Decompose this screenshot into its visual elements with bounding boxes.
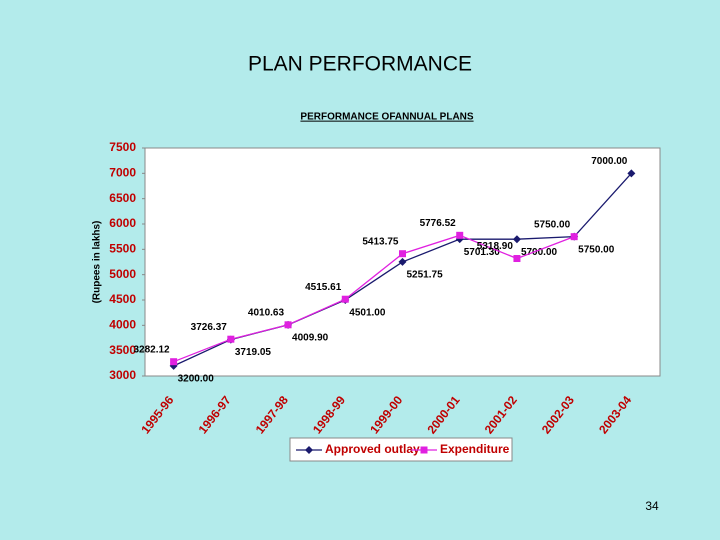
data-label: 4515.61 [305,282,342,293]
data-label: 5251.75 [407,270,444,281]
y-tick-label: 7500 [109,140,136,154]
legend [289,437,513,462]
y-tick-label: 3000 [109,368,136,382]
marker [570,233,578,241]
y-tick-label: 6500 [109,191,136,205]
series-line [173,234,575,363]
legend-label: Expenditure [440,442,510,456]
marker [305,446,313,454]
data-label: 5750.00 [534,219,571,230]
data-label: 5700.00 [521,247,558,258]
marker [456,231,464,239]
marker [398,257,407,266]
data-label: 4009.90 [292,332,329,343]
y-tick-label: 7000 [109,166,136,180]
marker [420,446,428,454]
data-label: 5701.30 [464,247,501,258]
marker [227,335,235,343]
y-tick-label: 6000 [109,216,136,230]
data-label: 7000.00 [591,156,628,167]
marker [284,321,292,329]
data-label: 5776.52 [420,218,457,229]
data-label: 3726.37 [191,322,228,333]
y-tick-label: 5000 [109,267,136,281]
y-tick-label: 4500 [109,292,136,306]
data-label: 5413.75 [362,236,399,247]
data-label: 5318.90 [477,241,514,252]
legend-label: Approved outlay [325,442,420,456]
data-label: 3200.00 [178,374,215,385]
data-label: 3282.12 [133,344,170,355]
y-axis-label: (Rupees in lakhs) [92,221,103,304]
data-label: 5750.00 [578,244,615,255]
page-number: 34 [645,499,659,513]
y-tick-label: 3500 [109,343,136,357]
marker [399,250,406,258]
slide-title: PLAN PERFORMANCE [248,53,472,76]
marker [170,358,178,366]
marker [341,295,349,303]
marker [512,235,521,244]
data-label: 4010.63 [248,307,285,318]
y-tick-label: 4000 [109,318,136,332]
data-label: 4501.00 [349,308,386,319]
marker [627,169,636,178]
y-tick-label: 5500 [109,242,136,256]
data-label: 3719.05 [235,347,272,358]
marker [513,255,521,263]
chart-title: PERFORMANCE OFANNUAL PLANS [300,112,473,123]
